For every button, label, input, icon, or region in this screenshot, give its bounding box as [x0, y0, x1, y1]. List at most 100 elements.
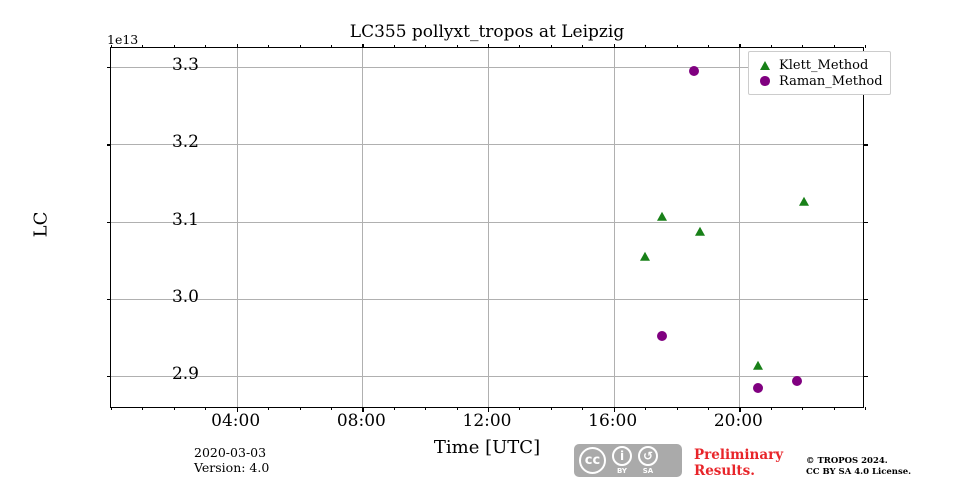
x-axis-tick-top [739, 43, 741, 48]
x-axis-minor-tick [582, 407, 584, 410]
x-axis-minor-tick [142, 407, 144, 410]
plot-axes [106, 43, 868, 412]
x-axis-minor-tick-top [330, 45, 332, 48]
x-axis-minor-tick [645, 407, 647, 410]
x-axis-minor-tick [456, 407, 458, 410]
y-axis-tick [106, 221, 111, 223]
y-axis-tick-label: 2.9 [171, 364, 199, 385]
y-axis-tick-label: 3.1 [171, 209, 199, 230]
x-axis-minor-tick [833, 407, 835, 410]
data-point-klett-method [640, 252, 651, 262]
y-axis-tick-label: 3.3 [171, 54, 199, 75]
x-axis-minor-tick-top [645, 45, 647, 48]
x-axis-tick-top [488, 43, 490, 48]
x-axis-minor-tick [330, 407, 332, 410]
gridline-vertical [488, 48, 489, 407]
cc-license-badge-icon: cc i BY ↺ SA [574, 444, 682, 477]
cc-by-label: BY [616, 466, 628, 475]
x-axis-tick-label: 16:00 [588, 411, 638, 431]
data-point-klett-method [753, 360, 764, 370]
footer-date-text: 2020-03-03 [194, 445, 267, 460]
y-axis-tick-label: 3.2 [171, 132, 199, 153]
x-axis-tick-label: 12:00 [462, 411, 512, 431]
gridline-horizontal [111, 144, 863, 146]
data-point-raman-method [792, 376, 803, 387]
x-axis-minor-tick [707, 407, 709, 410]
x-axis-minor-tick-top [299, 45, 301, 48]
data-point-klett-method [695, 226, 706, 236]
x-axis-minor-tick-top [550, 45, 552, 48]
y-axis-tick-right [863, 221, 868, 223]
copyright-note: © TROPOS 2024. CC BY SA 4.0 License. [806, 456, 911, 478]
gridline-horizontal [111, 376, 863, 378]
data-point-raman-method [657, 331, 668, 342]
x-axis-tick-top [613, 43, 615, 48]
gridline-vertical [362, 48, 364, 407]
y-axis-tick [106, 376, 111, 378]
gridline-horizontal [111, 298, 863, 300]
x-axis-minor-tick-top [456, 45, 458, 48]
x-axis-minor-tick-top [770, 45, 772, 48]
x-axis-tick [739, 407, 741, 412]
x-axis-minor-tick [770, 407, 772, 410]
y-axis-tick-right [863, 144, 868, 146]
x-axis-minor-tick-top [676, 45, 678, 48]
x-axis-minor-tick-top [142, 45, 144, 48]
x-axis-minor-tick-top [519, 45, 521, 48]
plot-data-area [111, 48, 863, 407]
x-axis-minor-tick [802, 407, 804, 410]
x-axis-minor-tick-top [111, 45, 112, 48]
legend-entry-raman-method[interactable]: Raman_Method [755, 73, 883, 89]
cc-by-group: i BY [612, 445, 632, 476]
x-axis-minor-tick [425, 407, 427, 410]
x-axis-minor-tick-top [268, 45, 270, 48]
x-axis-tick [362, 407, 364, 412]
cc-sa-group: ↺ SA [638, 445, 658, 476]
x-axis-minor-tick-top [582, 45, 584, 48]
x-axis-minor-tick [676, 407, 678, 410]
legend-label: Klett_Method [779, 57, 869, 73]
x-axis-minor-tick-top [802, 45, 804, 48]
data-point-raman-method [753, 383, 764, 394]
y-axis-tick [106, 66, 111, 69]
cc-sa-sharealike-icon: ↺ [638, 445, 658, 466]
preliminary-results-note: Preliminary Results. [694, 447, 783, 479]
x-axis-tick-label: 08:00 [336, 411, 386, 431]
legend-label: Raman_Method [779, 73, 883, 89]
y-axis-offset-text: 1e13 [107, 32, 139, 47]
x-axis-minor-tick [550, 407, 552, 410]
legend-entry-klett-method[interactable]: Klett_Method [755, 57, 883, 73]
x-axis-minor-tick-top [833, 45, 835, 48]
legend: Klett_Method Raman_Method [748, 51, 891, 95]
x-axis-minor-tick [299, 407, 301, 410]
footer-version-text: Version: 4.0 [194, 460, 270, 475]
x-axis-minor-tick [173, 407, 175, 410]
cc-sa-label: SA [642, 466, 654, 475]
legend-marker-triangle-icon [755, 60, 775, 70]
gridline-vertical [613, 48, 615, 407]
x-axis-minor-tick [393, 407, 395, 410]
x-axis-tick-label: 20:00 [713, 411, 763, 431]
plot-title: LC355 pollyxt_tropos at Leipzig [349, 22, 625, 42]
y-axis-tick-right [863, 376, 868, 378]
data-point-klett-method [657, 212, 668, 222]
x-axis-minor-tick-top [393, 45, 395, 48]
x-axis-minor-tick [205, 407, 207, 410]
data-point-raman-method [688, 66, 699, 77]
y-axis-tick-right [863, 298, 868, 301]
x-axis-minor-tick [111, 407, 112, 410]
y-axis-tick [106, 144, 111, 146]
x-axis-tick-label: 04:00 [211, 411, 261, 431]
x-axis-minor-tick-top [205, 45, 207, 48]
x-axis-tick-top [236, 43, 238, 48]
x-axis-minor-tick [865, 407, 866, 410]
footer-date-version: 2020-03-03 Version: 4.0 [194, 445, 269, 475]
preliminary-line-1: Preliminary [694, 447, 784, 463]
x-axis-minor-tick-top [707, 45, 709, 48]
x-axis-tick [236, 407, 238, 412]
y-axis-label: LC [30, 211, 52, 238]
legend-marker-circle-icon [755, 76, 775, 86]
cc-by-person-icon: i [612, 445, 632, 466]
cc-circle-icon: cc [579, 447, 606, 474]
